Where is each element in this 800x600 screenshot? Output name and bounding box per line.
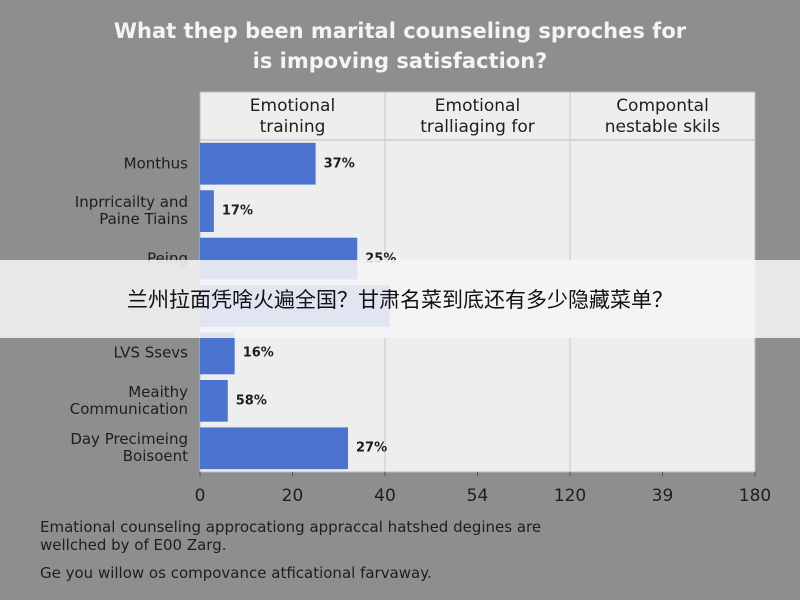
x-tick-label: 120 [553,486,587,506]
column-header: Compontal nestable skils [604,96,721,137]
bar-label: 58% [235,393,267,409]
chart-title: What thep been marital counseling sproch… [113,19,687,73]
category-label: Monthus [123,154,188,173]
category-label: LVS Ssevs [113,343,188,362]
banner [0,260,800,338]
x-tick-label: 39 [651,486,674,506]
bar [200,427,348,470]
column-header: Emotional training [249,96,336,137]
bar [200,379,228,422]
footnote: Emational counseling approcationg apprac… [40,518,542,554]
bar [200,142,316,185]
bar [200,190,214,233]
x-tick-label: 0 [194,486,206,506]
bar-label: 16% [242,345,274,361]
bar [200,332,235,375]
x-tick-label: 20 [281,486,304,506]
category-label: Inprricailty and Paine Tiains [74,193,188,229]
banner-text: 兰州拉面凭啥火遍全国？甘肃名菜到底还有多少隐藏菜单？ [127,288,673,312]
bar-label: 17% [221,203,253,219]
x-tick-label: 54 [466,486,489,506]
column-header: Emotional tralliaging for [420,96,535,137]
x-tick-label: 40 [374,486,396,506]
footnote: Ge you willow os compovance atficational… [40,564,432,582]
category-label: Meaithy Communication [69,382,188,418]
x-tick-label: 180 [738,486,772,506]
bar-label: 37% [323,156,355,172]
bar-label: 27% [356,440,388,456]
category-label: Day Precimeing Boisoent [70,430,188,466]
